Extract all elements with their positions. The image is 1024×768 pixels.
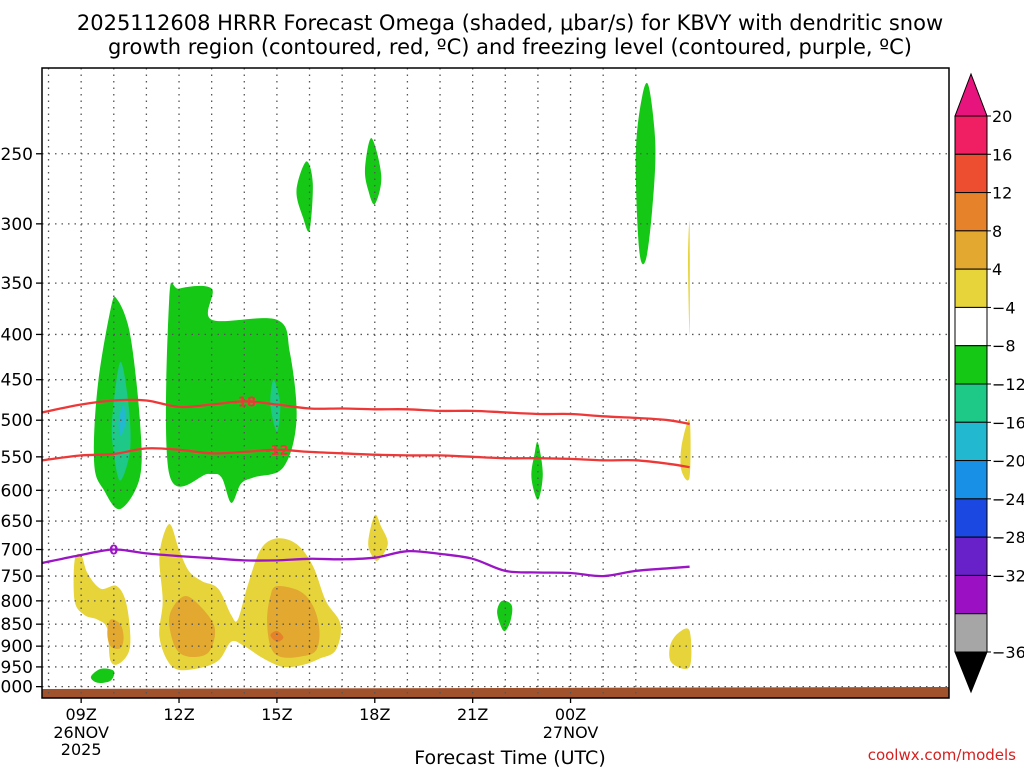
omega-region-7 [364,138,382,205]
x-tick-label: 00Z [555,705,586,724]
colorbar-top-arrow [954,72,988,117]
colorbar-swatch [954,230,988,270]
contour-line-2 [42,548,690,578]
omega-region-16 [688,221,690,335]
omega-region-13 [368,514,388,561]
x-tick-label: 12Z [163,705,194,724]
colorbar-label: −24 [992,490,1024,509]
y-tick-label: 800 [1,592,33,612]
y-tick-label: 650 [1,512,33,532]
colorbar-swatch [954,613,988,653]
x-tick-date: 26NOV [53,723,109,742]
omega-region-20 [270,630,284,642]
plot-content: -18 -12 0 [42,68,949,698]
colorbar-swatch [954,306,988,347]
plot-frame [41,67,950,699]
y-tick-label: 750 [1,567,33,587]
colorbar-swatch [954,383,988,423]
colorbar-label: −8 [992,337,1016,356]
omega-region-8 [635,82,656,265]
omega-region-9 [531,441,543,500]
omega-region-0 [90,668,115,684]
y-tick-label: 700 [1,541,33,561]
omega-region-10 [497,600,513,632]
contour-line-0 [42,398,690,426]
omega-region-5 [270,379,281,432]
contour-label-0: -18 [233,395,257,410]
y-tick-label: 500 [1,411,33,431]
x-tick-label: 09Z [65,705,96,724]
colorbar-swatch [954,192,988,232]
ground-terrain [42,687,949,698]
colorbar-swatch [954,460,988,500]
y-tick-label: 900 [1,637,33,657]
colorbar-bottom-arrow [954,651,988,694]
colorbar-label: −32 [992,566,1024,585]
contour-line-1 [42,447,690,469]
x-tick-label: 15Z [261,705,292,724]
colorbar-label: −12 [992,375,1024,394]
colorbar-swatch [954,345,988,385]
contour-label-2: 0 [109,544,118,559]
colorbar-label: −16 [992,413,1024,432]
y-tick-label: 600 [1,481,33,501]
colorbar-label: −36 [992,643,1024,662]
omega-region-15 [669,628,692,670]
omega-region-18 [169,596,216,658]
chart-title-line-1: 2025112608 HRRR Forecast Omega (shaded, … [77,11,943,35]
omega-region-4 [165,282,297,503]
x-tick-label: 21Z [457,705,488,724]
colorbar-label: −20 [992,452,1024,471]
x-axis-label: Forecast Time (UTC) [414,747,605,768]
colorbar-label: 4 [992,260,1002,279]
colorbar-swatch [954,574,988,615]
omega-region-11 [73,553,131,665]
colorbar-swatch [954,268,988,308]
y-tick-label: 300 [1,215,33,235]
x-tick-year: 2025 [61,740,102,759]
colorbar-swatch [954,115,988,155]
x-tick-date: 27NOV [543,723,599,742]
colorbar-label: 8 [992,222,1002,241]
omega-region-17 [107,619,124,649]
y-tick-label: 250 [1,145,33,165]
x-tick-label: 18Z [359,705,390,724]
colorbar-swatch [954,536,988,576]
colorbar-label: 16 [992,145,1012,164]
plot-area: -18 -12 0 [42,68,949,698]
colorbar-swatch [954,421,988,462]
y-tick-label: 350 [1,274,33,294]
colorbar-label: 20 [992,107,1012,126]
credit-text: coolwx.com/models [868,746,1016,764]
chart-title-line-2: growth region (contoured, red, ºC) and f… [108,35,912,59]
omega-region-14 [680,419,691,481]
colorbar-label: 12 [992,184,1012,203]
omega-region-6 [296,161,313,232]
omega-region-3 [118,404,126,436]
axes: 2503003504004505005506006507007508008509… [0,67,950,759]
colorbar-label: −4 [992,298,1016,317]
y-tick-label: 950 [1,658,33,678]
colorbar-label: −28 [992,528,1024,547]
y-tick-label: 850 [1,615,33,635]
colorbar-swatch [954,498,988,538]
contour-label-1: -12 [265,444,289,459]
y-tick-label: 1000 [0,678,33,698]
y-tick-label: 400 [1,325,33,345]
y-tick-label: 550 [1,448,33,468]
colorbar: 20 16 12 8 4 −4 −8 −12 −16 −20 −24 −28 −32 −36 [954,72,1024,694]
y-tick-label: 450 [1,371,33,391]
colorbar-swatch [954,153,988,194]
